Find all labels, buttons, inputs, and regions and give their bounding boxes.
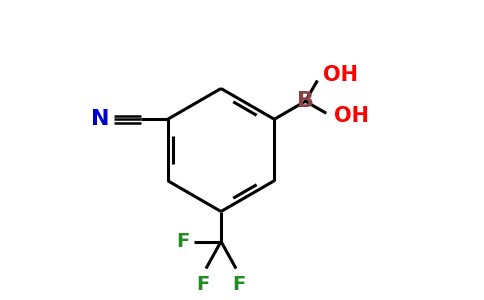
Text: F: F [176, 232, 190, 251]
Text: F: F [232, 274, 245, 293]
Text: B: B [297, 91, 314, 111]
Text: N: N [91, 109, 109, 129]
Text: OH: OH [323, 65, 359, 85]
Text: OH: OH [334, 106, 369, 126]
Text: F: F [197, 274, 210, 293]
